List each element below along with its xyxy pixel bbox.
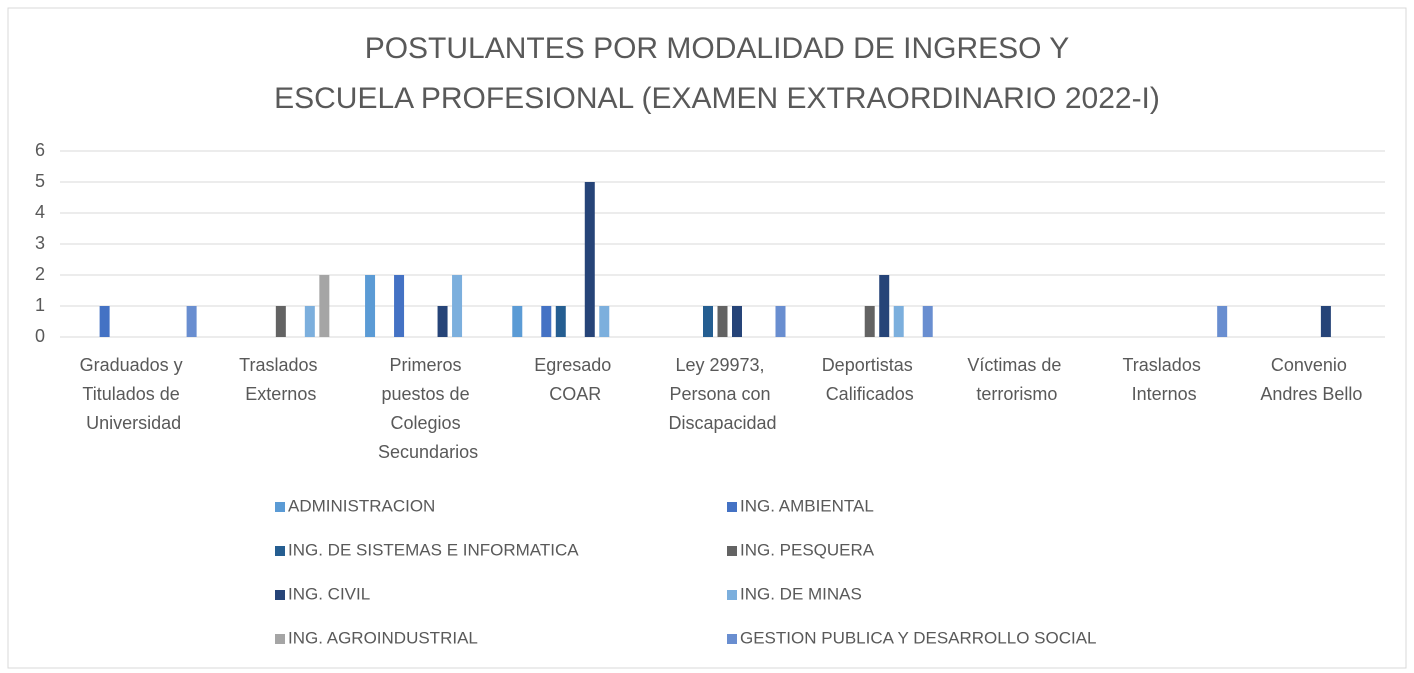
bar: [717, 306, 728, 337]
legend-swatch: [727, 634, 737, 644]
bar: [452, 275, 463, 337]
legend-label: ING. AMBIENTAL: [740, 496, 874, 515]
bar: [893, 306, 904, 337]
legend-label: ING. DE MINAS: [740, 584, 862, 603]
bar: [1320, 306, 1331, 337]
y-tick-label: 4: [35, 202, 45, 222]
legend-label: ING. AGROINDUSTRIAL: [288, 628, 478, 647]
legend-swatch: [275, 590, 285, 600]
bar: [1217, 306, 1228, 337]
x-tick-label: Egresado COAR: [534, 355, 616, 404]
x-tick-label: Convenio Andres Bello: [1260, 355, 1362, 404]
legend-swatch: [275, 502, 285, 512]
bar: [541, 306, 552, 337]
bar: [186, 306, 197, 337]
chart-frame: [7, 7, 1407, 669]
y-tick-label: 0: [35, 326, 45, 346]
chart-title: POSTULANTES POR MODALIDAD DE INGRESO Y: [365, 32, 1070, 65]
y-tick-label: 5: [35, 171, 45, 191]
legend-label: ING. PESQUERA: [740, 540, 875, 559]
bar: [555, 306, 566, 337]
bar: [864, 306, 875, 337]
bar: [319, 275, 330, 337]
y-tick-label: 6: [35, 140, 45, 160]
legend-swatch: [275, 546, 285, 556]
bar: [99, 306, 110, 337]
legend-swatch: [727, 546, 737, 556]
bar: [394, 275, 405, 337]
x-tick-label: Primeros puestos de Colegios Secundarios: [378, 355, 478, 462]
x-tick-label: Traslados Externos: [239, 355, 322, 404]
bar: [922, 306, 933, 337]
legend-label: ADMINISTRACION: [288, 496, 435, 515]
chart-title: ESCUELA PROFESIONAL (EXAMEN EXTRAORDINAR…: [274, 82, 1160, 115]
x-tick-label: Traslados Internos: [1122, 355, 1205, 404]
legend-label: ING. CIVIL: [288, 584, 370, 603]
x-tick-label: Graduados y Titulados de Universidad: [80, 355, 188, 433]
legend-label: ING. DE SISTEMAS E INFORMATICA: [288, 540, 579, 559]
bar: [584, 182, 595, 337]
bar: [732, 306, 742, 337]
bar: [365, 275, 376, 337]
y-tick-label: 3: [35, 233, 45, 253]
legend-label: GESTION PUBLICA Y DESARROLLO SOCIAL: [740, 628, 1097, 647]
bar: [304, 306, 315, 337]
x-tick-label: Ley 29973, Persona con Discapacidad: [668, 355, 776, 433]
bar: [879, 275, 890, 337]
bar: [775, 306, 786, 337]
legend-swatch: [727, 590, 737, 600]
legend-swatch: [727, 502, 737, 512]
x-tick-label: Víctimas de terrorismo: [967, 355, 1066, 404]
y-tick-label: 2: [35, 264, 45, 284]
bar: [599, 306, 610, 337]
bar: [275, 306, 286, 337]
x-tick-label: Deportistas Calificados: [822, 355, 918, 404]
legend-swatch: [275, 634, 285, 644]
y-tick-label: 1: [35, 295, 45, 315]
bar: [437, 306, 448, 337]
bar: [512, 306, 523, 337]
bar: [703, 306, 713, 337]
